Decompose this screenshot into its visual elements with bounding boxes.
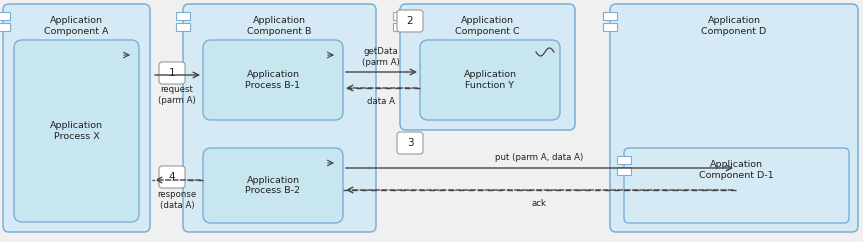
Text: 1: 1: [168, 68, 175, 78]
PathPatch shape: [159, 166, 185, 188]
Text: 4: 4: [168, 172, 175, 182]
Text: response
(data A): response (data A): [157, 190, 197, 210]
Text: Application
Component C: Application Component C: [455, 16, 520, 36]
Text: Application
Process B-2: Application Process B-2: [245, 176, 300, 195]
Bar: [617, 167, 631, 175]
Bar: [603, 23, 617, 31]
Text: ack: ack: [532, 198, 546, 207]
Text: Application
Component D-1: Application Component D-1: [699, 160, 774, 180]
PathPatch shape: [159, 62, 185, 84]
Bar: [603, 12, 617, 20]
Bar: [176, 12, 190, 20]
Text: Application
Process X: Application Process X: [50, 121, 103, 141]
PathPatch shape: [397, 132, 423, 154]
PathPatch shape: [400, 4, 575, 130]
PathPatch shape: [624, 148, 849, 223]
Text: put (parm A, data A): put (parm A, data A): [494, 153, 583, 162]
Text: Application
Component A: Application Component A: [44, 16, 109, 36]
Text: 3: 3: [406, 138, 413, 148]
Text: Application
Component B: Application Component B: [248, 16, 312, 36]
PathPatch shape: [203, 40, 343, 120]
Text: Application
Process B-1: Application Process B-1: [245, 70, 300, 90]
Bar: [393, 12, 407, 20]
PathPatch shape: [3, 4, 150, 232]
Text: 2: 2: [406, 16, 413, 26]
Bar: [0, 12, 10, 20]
PathPatch shape: [183, 4, 376, 232]
Text: getData
(parm A): getData (parm A): [362, 47, 400, 67]
PathPatch shape: [610, 4, 858, 232]
Text: data A: data A: [367, 98, 395, 106]
Text: request
(parm A): request (parm A): [158, 85, 196, 105]
Text: Application
Function Y: Application Function Y: [463, 70, 516, 90]
PathPatch shape: [203, 148, 343, 223]
Bar: [393, 23, 407, 31]
Text: Application
Component D: Application Component D: [702, 16, 766, 36]
PathPatch shape: [397, 10, 423, 32]
Bar: [176, 23, 190, 31]
Bar: [0, 23, 10, 31]
PathPatch shape: [14, 40, 139, 222]
PathPatch shape: [420, 40, 560, 120]
Bar: [617, 156, 631, 164]
